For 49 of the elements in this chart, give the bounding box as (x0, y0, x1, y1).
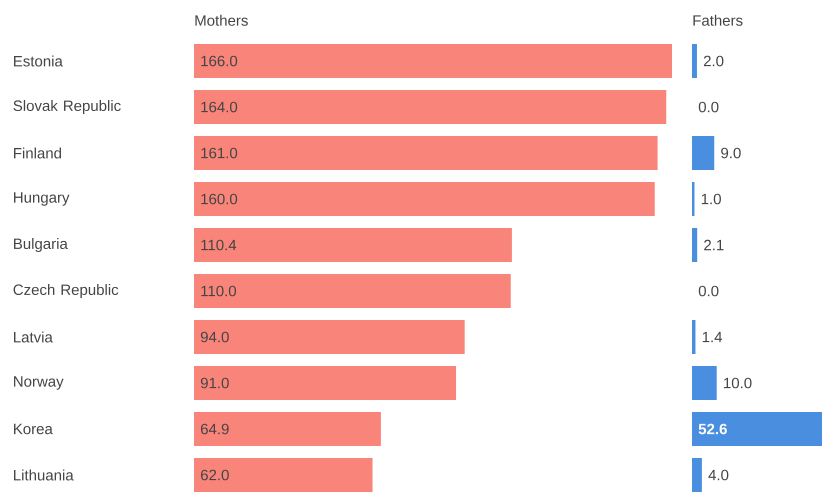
y-tick-label: Bulgaria (14, 238, 68, 252)
y-tick-label: Latvia (14, 332, 53, 343)
data-label: 1.4 (702, 332, 722, 342)
bar (194, 458, 373, 492)
data-label: 0.0 (698, 286, 718, 296)
y-tick-label: Slovak Republic (13, 100, 121, 114)
bar (194, 136, 658, 170)
data-label: 62.0 (200, 470, 229, 480)
y-tick-label: Norway (14, 376, 64, 390)
bar (194, 366, 456, 400)
data-label: 2.0 (704, 56, 724, 66)
data-label: 9.0 (721, 148, 741, 158)
bar (194, 274, 511, 308)
bar (692, 458, 702, 492)
bar (194, 44, 672, 78)
y-tick-label: Czech Republic (14, 284, 118, 298)
data-label: 4.0 (708, 470, 728, 480)
bar (194, 228, 512, 262)
bar (692, 228, 698, 262)
data-label: 160.0 (201, 194, 238, 204)
bar (692, 366, 717, 400)
bar (692, 136, 714, 170)
data-label: 10.0 (724, 378, 752, 388)
y-tick-label: Hungary (14, 192, 70, 206)
chart-title: Fathers (693, 14, 743, 26)
bar (692, 44, 697, 78)
data-label: 1.0 (702, 194, 721, 204)
data-label: 164.0 (201, 102, 238, 112)
data-label: 91.0 (200, 378, 229, 388)
bar (194, 412, 381, 446)
bar (692, 320, 696, 354)
bar (194, 320, 465, 354)
data-label: 161.0 (201, 148, 238, 158)
y-tick-label: Finland (14, 148, 62, 159)
data-label: 52.6 (698, 424, 727, 434)
y-tick-label: Korea (14, 424, 53, 434)
y-tick-label: Lithuania (14, 469, 74, 481)
data-label: 110.4 (201, 240, 236, 250)
data-label: 64.9 (200, 424, 229, 434)
bar (194, 90, 666, 124)
data-label: 2.1 (704, 240, 724, 250)
data-label: 0.0 (698, 102, 718, 112)
bar (194, 182, 655, 216)
data-label: 166.0 (201, 56, 238, 66)
bar (692, 412, 822, 446)
data-label: 94.0 (200, 332, 229, 342)
chart-title: Mothers (195, 14, 248, 26)
data-label: 110.0 (201, 286, 236, 296)
y-tick-label: Estonia (14, 56, 63, 67)
